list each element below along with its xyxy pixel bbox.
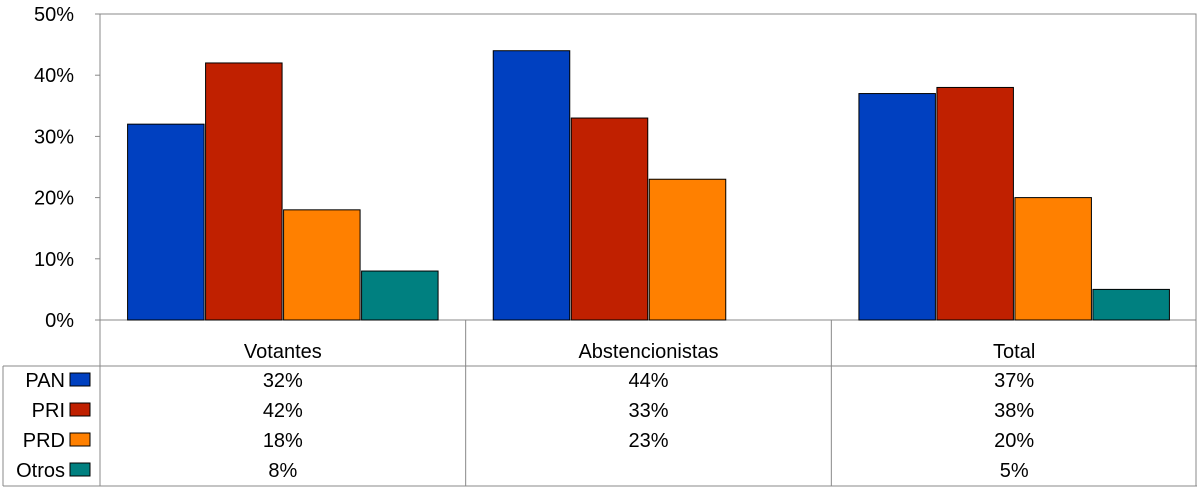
data-label: 23% [628,430,668,452]
bar-prd-abstencionistas [648,178,727,321]
legend-swatch-pri [69,402,91,417]
bar-pan-abstencionistas [492,50,571,321]
bar-prd-total [1014,197,1092,321]
bar-pri-abstencionistas [570,117,649,321]
category-label: Total [993,341,1035,363]
data-label: 44% [628,370,668,392]
data-label: 5% [1000,460,1029,482]
legend-label-pri: PRI [32,400,65,422]
data-table: Votantes Abstencionistas Total PAN 32% 44% 37%… [2,320,1197,487]
category-label: Votantes [244,341,322,363]
bar-pan-votantes [127,123,205,321]
bar-pri-votantes [205,62,283,321]
legend-swatch-pan [69,372,91,387]
bar-otros-votantes [361,270,439,321]
legend-label-otros: Otros [16,460,65,482]
legend-label-prd: PRD [23,430,65,452]
y-tick-label: 10% [34,249,74,271]
data-label: 32% [263,370,303,392]
bar-otros-total [1092,288,1170,321]
data-label: 38% [994,400,1034,422]
bar-prd-votantes [283,209,361,321]
data-label: 8% [268,460,297,482]
data-label: 42% [263,400,303,422]
bar-pri-total [936,86,1014,321]
data-label: 18% [263,430,303,452]
y-tick-label: 0% [45,310,74,332]
y-tick-label: 50% [34,4,74,26]
legend-swatch-prd [69,432,91,447]
data-label: 33% [628,400,668,422]
bars [127,50,1170,321]
legend-swatch-otros [69,462,91,477]
y-tick-label: 20% [34,188,74,210]
bar-pan-total [858,93,936,321]
legend-label-pan: PAN [25,370,65,392]
y-tick-label: 40% [34,65,74,87]
data-label: 37% [994,370,1034,392]
data-label: 20% [994,430,1034,452]
category-label: Abstencionistas [578,341,718,363]
y-tick-label: 30% [34,126,74,148]
